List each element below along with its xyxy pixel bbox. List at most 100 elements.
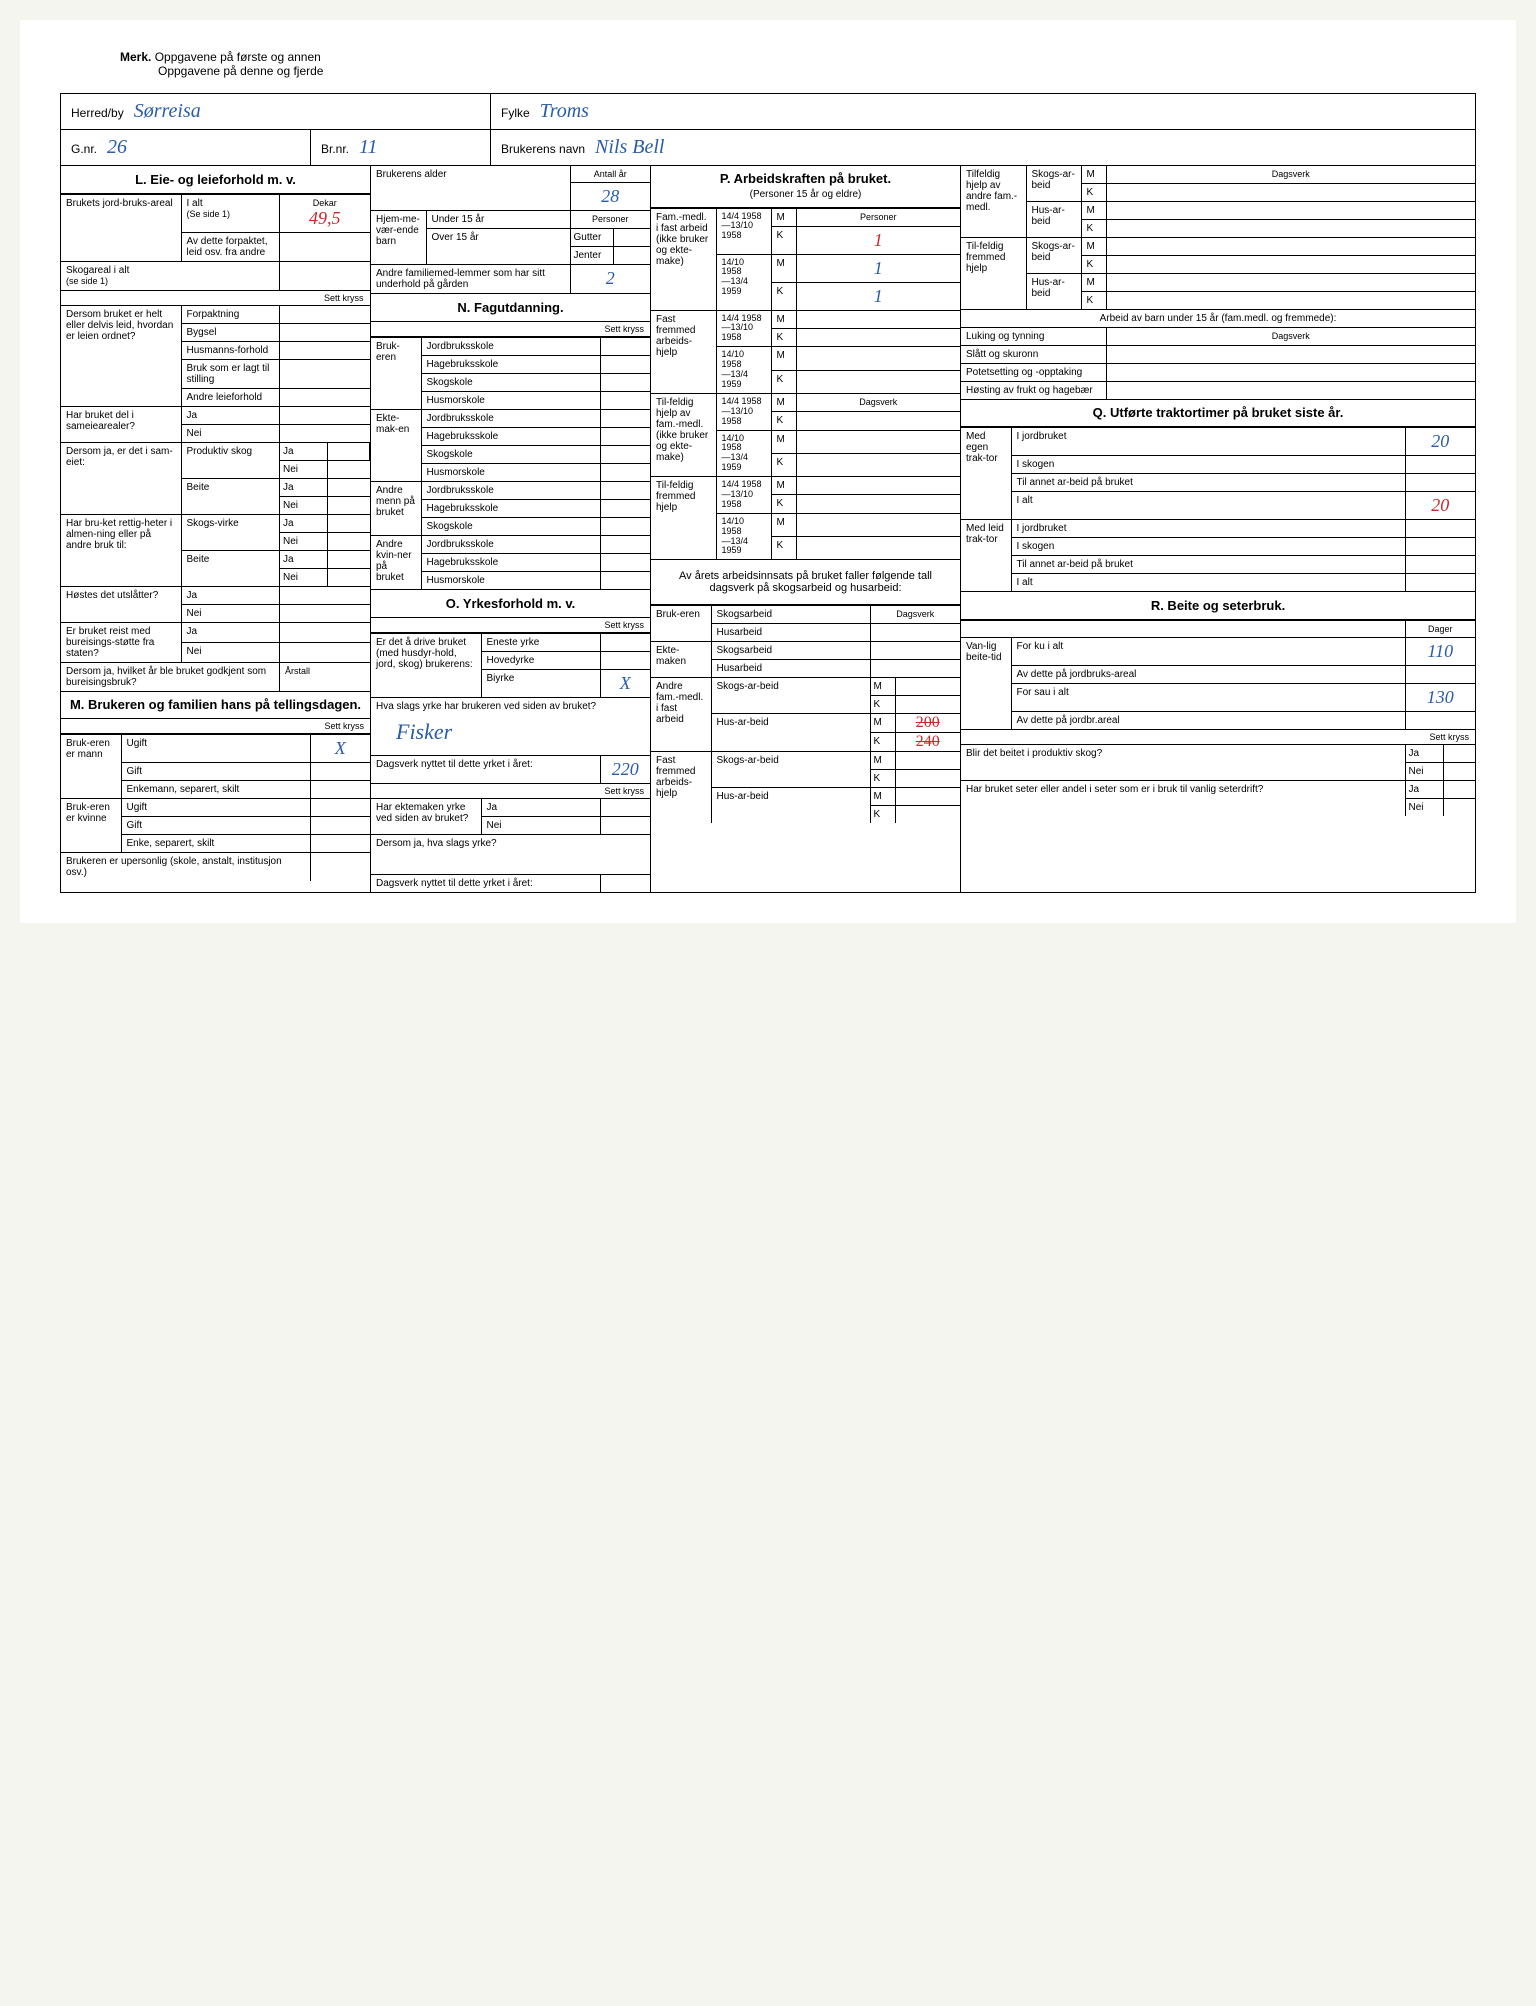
- nei-2: Nei: [280, 461, 328, 478]
- p-andre-fam-fast: Andre fam.-medl. i fast arbeid: [651, 678, 711, 752]
- navn-label: Brukerens navn: [501, 142, 585, 156]
- p-m-1: M: [771, 208, 796, 226]
- nei-8: Nei: [481, 817, 600, 835]
- p-strike-1: 200: [916, 714, 940, 731]
- ialt-sub: (Se side 1): [187, 209, 231, 219]
- dersom-label: Dersom bruket er helt eller delvis leid,…: [61, 306, 181, 407]
- section-R-title: R. Beite og seterbruk.: [961, 592, 1475, 620]
- Q-table: Med egen trak-tor I jordbruket 20 I skog…: [961, 427, 1475, 592]
- seter-q: Har bruket seter eller andel i seter som…: [961, 781, 1405, 817]
- p-hus-2: Husarbeid: [711, 660, 870, 678]
- p-ektemaken: Ekte-maken: [651, 642, 711, 678]
- q-jord-2: I jordbruket: [1011, 520, 1405, 538]
- p-hus-ar-3: Hus-ar-beid: [1026, 202, 1081, 238]
- q-ialt-2: I alt: [1011, 574, 1405, 592]
- ektemak-q: Har ektemaken yrke ved siden av bruket?: [371, 799, 481, 835]
- n-husmor-1: Husmorskole: [421, 392, 600, 410]
- alder-table: Brukerens alder Antall år 28 Hjem-me-vær…: [371, 166, 650, 294]
- p-k-16: K: [1081, 292, 1106, 310]
- section-Q-title: Q. Utførte traktortimer på bruket siste …: [961, 400, 1475, 427]
- p-fast-fremmed2: Fast fremmed arbeids-hjelp: [651, 752, 711, 824]
- n-husmor-4: Husmorskole: [421, 572, 600, 590]
- dagsverk-q: Dagsverk nyttet til dette yrket i året:: [371, 756, 600, 784]
- p-k-6: K: [771, 453, 796, 476]
- n-andre-kv: Andre kvin-ner på bruket: [371, 536, 421, 590]
- p-skogs-ar-3: Skogs-ar-beid: [1026, 166, 1081, 202]
- dersom-yrke: Dersom ja, hva slags yrke?: [371, 835, 650, 875]
- q-ialt-val: 20: [1405, 492, 1475, 520]
- col-2: Brukerens alder Antall år 28 Hjem-me-vær…: [371, 166, 651, 892]
- beite-2: Beite: [181, 551, 280, 587]
- p-m-14: M: [1081, 202, 1106, 220]
- drive-q: Er det å drive bruket (med husdyr-hold, …: [371, 634, 481, 698]
- bruk-stilling: Bruk som er lagt til stilling: [181, 360, 280, 389]
- header-row-1: Herred/by Sørreisa Fylke Troms: [60, 93, 1476, 130]
- ja-4: Ja: [280, 515, 328, 532]
- M-table: Bruk-eren er mann Ugift X Gift Enkemann,…: [61, 734, 370, 881]
- ialt-label: I alt: [187, 198, 203, 209]
- ja-5: Ja: [280, 551, 328, 568]
- forpaktet: Av dette forpaktet, leid osv. fra andre: [181, 233, 280, 262]
- for-sau: For sau i alt: [1011, 684, 1405, 712]
- P-table-3: Tilfeldig hjelp av andre fam.-medl. Skog…: [961, 166, 1475, 400]
- p-tilf-andre: Tilfeldig hjelp av andre fam.-medl.: [961, 166, 1026, 238]
- p-m-7: M: [771, 477, 796, 495]
- p-fam-medl: Fam.-medl. i fast arbeid (ikke bruker og…: [651, 208, 716, 310]
- rettigheter: Har bru-ket rettig-heter i almen-ning el…: [61, 515, 181, 587]
- alder-value: 28: [570, 183, 650, 211]
- ja-7: Ja: [181, 623, 280, 643]
- settkryss-4: Sett kryss: [371, 618, 650, 633]
- p-dagsverk-1: Dagsverk: [796, 393, 960, 411]
- p-m-12: M: [871, 788, 896, 805]
- p-m-15: M: [1081, 238, 1106, 256]
- q-ialt-1: I alt: [1011, 492, 1405, 520]
- p-tilf-fremmed2: Til-feldig fremmed hjelp: [961, 238, 1026, 310]
- gnr-value: 26: [107, 136, 127, 159]
- gutter: Gutter: [571, 229, 614, 246]
- av-arets: Av årets arbeidsinnsats på bruket faller…: [651, 560, 960, 605]
- personer-label: Personer: [570, 211, 650, 229]
- p-k-12: K: [871, 806, 896, 823]
- n-skog-1: Skogskole: [421, 374, 600, 392]
- n-hage-4: Hagebruksskole: [421, 554, 600, 572]
- upersonlig: Brukeren er upersonlig (skole, anstalt, …: [61, 853, 310, 882]
- q-annet-2: Til annet ar-beid på bruket: [1011, 556, 1405, 574]
- nei-5: Nei: [280, 569, 328, 586]
- enkemann: Enkemann, separert, skilt: [121, 781, 310, 799]
- p-hus-ar-2: Hus-ar-beid: [711, 788, 870, 824]
- merk-note: Merk. Oppgavene på første og annen Oppga…: [120, 50, 1476, 78]
- for-sau-val: 130: [1405, 684, 1475, 712]
- header-row-2: G.nr. 26 Br.nr. 11 Brukerens navn Nils B…: [60, 130, 1476, 166]
- vanlig: Van-lig beite-tid: [961, 638, 1011, 730]
- section-M-title: M. Brukeren og familien hans på tellings…: [61, 692, 370, 719]
- skogsvirke: Skogs-virke: [181, 515, 280, 551]
- eneste: Eneste yrke: [481, 634, 600, 652]
- dekar-label: Dekar: [285, 198, 365, 208]
- p-k-1: K: [771, 226, 796, 254]
- merk-label: Merk.: [120, 50, 151, 64]
- p-k-8: K: [771, 537, 796, 560]
- ja-6: Ja: [181, 587, 280, 605]
- n-andre-menn: Andre menn på bruket: [371, 482, 421, 536]
- nei-4: Nei: [280, 533, 328, 550]
- av-dette-2: Av dette på jordbr.areal: [1011, 712, 1405, 730]
- p-m-6: M: [771, 430, 796, 453]
- P-table-1: Fam.-medl. i fast arbeid (ikke bruker og…: [651, 208, 960, 561]
- hosting: Høsting av frukt og hagebær: [961, 382, 1106, 400]
- av-dette-1: Av dette på jordbruks-areal: [1011, 666, 1405, 684]
- section-N-title: N. Fagutdanning.: [371, 294, 650, 322]
- p-k-13: K: [1081, 184, 1106, 202]
- section-L-title: L. Eie- og leieforhold m. v.: [61, 166, 370, 194]
- settkryss-6: Sett kryss: [961, 730, 1475, 745]
- col-1: L. Eie- og leieforhold m. v. Brukets jor…: [61, 166, 371, 892]
- p-fast-fremmed: Fast fremmed arbeids-hjelp: [651, 310, 716, 393]
- biyrke: Biyrke: [481, 670, 600, 698]
- brnr-value: 11: [359, 136, 378, 159]
- enke: Enke, separert, skilt: [121, 835, 310, 853]
- for-ku: For ku i alt: [1011, 638, 1405, 666]
- for-ku-val: 110: [1405, 638, 1475, 666]
- hoved: Hovedyrke: [481, 652, 600, 670]
- p-k-14: K: [1081, 220, 1106, 238]
- N-table: Bruk-erenJordbruksskole Hagebruksskole S…: [371, 337, 650, 590]
- L-table: Brukets jord-bruks-areal I alt (Se side …: [61, 194, 370, 692]
